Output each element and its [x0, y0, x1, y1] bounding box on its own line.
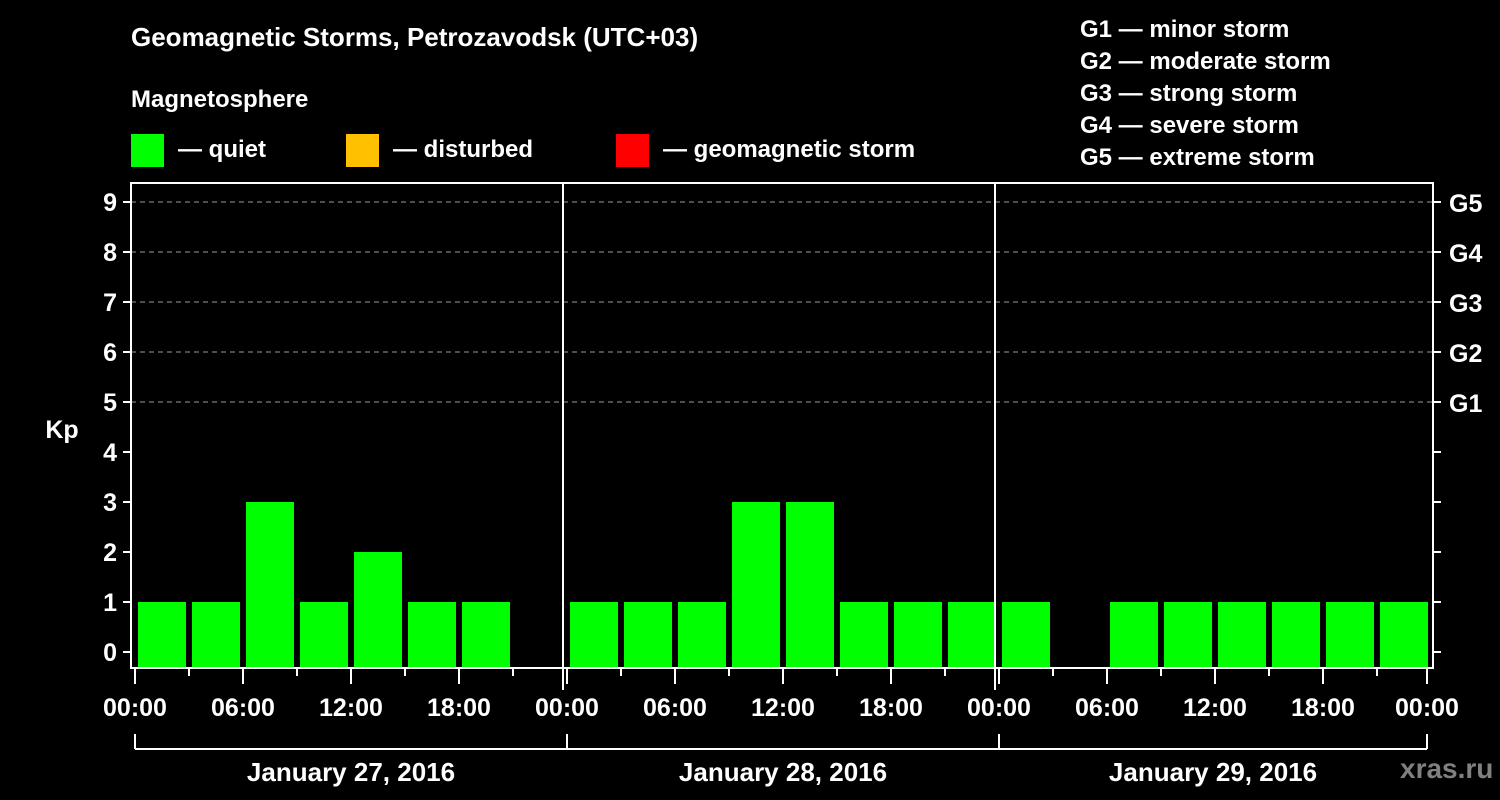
kp-bar: [354, 552, 402, 667]
x-tick-label: 18:00: [427, 694, 491, 722]
kp-bar: [462, 602, 510, 667]
g-legend-item: G3 — strong storm: [1080, 80, 1298, 107]
kp-bar: [840, 602, 888, 667]
x-tick-label: 12:00: [1183, 694, 1247, 722]
day-label: January 27, 2016: [247, 757, 455, 787]
kp-bar: [1164, 602, 1212, 667]
g-legend-item: G5 — extreme storm: [1080, 144, 1315, 171]
kp-bar: [300, 602, 348, 667]
legend-disturbed: — disturbed: [346, 133, 534, 167]
plot-frame: [130, 182, 1434, 669]
x-tick-label: 00:00: [103, 694, 167, 722]
y-tick-label: 7: [103, 289, 117, 317]
y-tick-label: 6: [103, 339, 117, 367]
quiet-swatch-icon: [131, 133, 164, 167]
y-tick-label: 2: [103, 539, 117, 567]
y-tick-label: 8: [103, 239, 117, 267]
legend-quiet: — quiet: [131, 133, 266, 167]
kp-bar: [1380, 602, 1428, 667]
g-axis-label: G2: [1449, 340, 1482, 368]
y-tick-label: 0: [103, 639, 117, 667]
x-tick-label: 06:00: [643, 694, 707, 722]
x-tick-label: 18:00: [859, 694, 923, 722]
y-tick-label: 5: [103, 389, 117, 417]
x-tick-label: 18:00: [1291, 694, 1355, 722]
x-tick-label: 00:00: [1395, 694, 1459, 722]
x-tick-label: 00:00: [967, 694, 1031, 722]
watermark: xras.ru: [1400, 753, 1494, 784]
kp-bar: [1002, 602, 1050, 667]
g-axis-label: G5: [1449, 190, 1482, 218]
y-tick-label: 9: [103, 189, 117, 217]
x-tick-label: 00:00: [535, 694, 599, 722]
storm-swatch-icon: [616, 133, 649, 167]
legend-quiet-label: — quiet: [178, 136, 266, 163]
y-tick-label: 3: [103, 489, 117, 517]
g-scale-legend: G1 — minor storm G2 — moderate storm G3 …: [1080, 14, 1331, 174]
day-label: January 29, 2016: [1109, 757, 1317, 787]
x-tick-label: 06:00: [1075, 694, 1139, 722]
kp-bar: [192, 602, 240, 667]
legend-storm-label: — geomagnetic storm: [663, 136, 916, 163]
y-tick-label: 1: [103, 589, 117, 617]
y-tick-label: 4: [103, 439, 117, 467]
kp-bar: [570, 602, 618, 667]
legend-storm: — geomagnetic storm: [616, 133, 916, 167]
chart-title: Geomagnetic Storms, Petrozavodsk (UTC+03…: [131, 22, 699, 52]
g-axis-label: G3: [1449, 290, 1482, 318]
kp-bar: [948, 602, 996, 667]
g-legend-item: G2 — moderate storm: [1080, 48, 1331, 75]
kp-bar: [786, 502, 834, 667]
kp-bar: [894, 602, 942, 667]
kp-bar: [732, 502, 780, 667]
day-label: January 28, 2016: [679, 757, 887, 787]
chart-subtitle: Magnetosphere: [131, 86, 309, 113]
kp-bar: [1326, 602, 1374, 667]
kp-bar: [678, 602, 726, 667]
x-tick-label: 06:00: [211, 694, 275, 722]
g-legend-item: G1 — minor storm: [1080, 16, 1290, 43]
disturbed-swatch-icon: [346, 133, 379, 167]
legend-disturbed-label: — disturbed: [393, 136, 534, 163]
kp-bar: [138, 602, 186, 667]
x-tick-label: 12:00: [751, 694, 815, 722]
kp-bar: [1272, 602, 1320, 667]
y-axis-label: Kp: [45, 416, 78, 444]
kp-bar: [408, 602, 456, 667]
g-legend-item: G4 — severe storm: [1080, 112, 1299, 139]
g-axis-label: G1: [1449, 390, 1482, 418]
kp-bar: [624, 602, 672, 667]
g-axis-label: G4: [1449, 240, 1482, 268]
kp-bar: [246, 502, 294, 667]
x-tick-label: 12:00: [319, 694, 383, 722]
kp-bar: [1218, 602, 1266, 667]
kp-bar: [1110, 602, 1158, 667]
